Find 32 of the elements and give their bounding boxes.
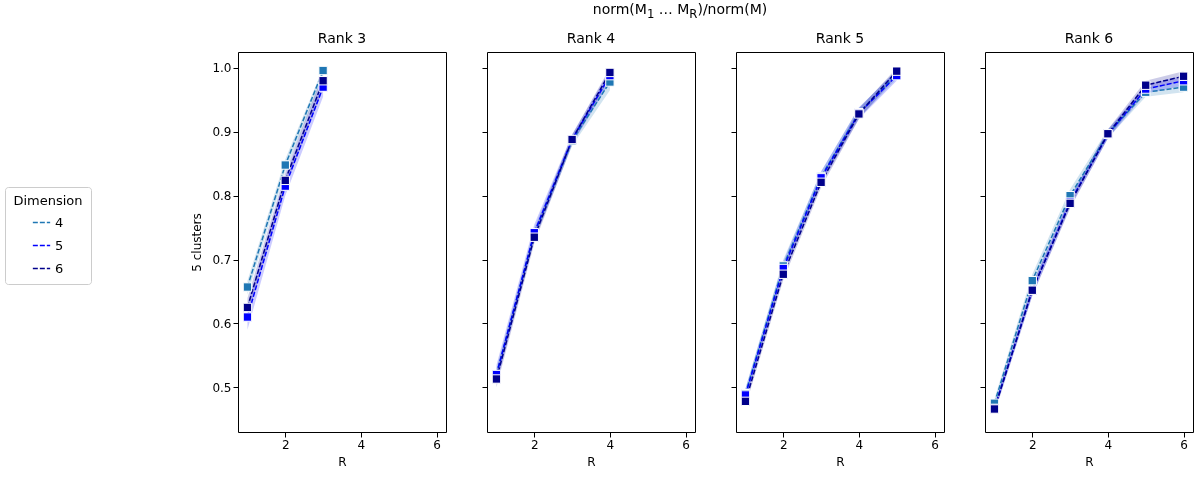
y-axis-title: 5 clusters <box>190 213 205 272</box>
legend-label: 5 <box>55 237 64 253</box>
legend-label: 4 <box>55 214 64 230</box>
x-tick-label: 6 <box>682 437 690 452</box>
legend-title: Dimension <box>13 193 83 208</box>
x-tick-label: 4 <box>606 437 615 452</box>
chart-title: Rank 4 <box>566 30 616 46</box>
chart-title: Rank 3 <box>317 30 367 46</box>
x-tick-label: 6 <box>433 437 441 452</box>
chart-title: Rank 5 <box>815 30 865 46</box>
x-axis-title: R <box>338 454 347 469</box>
x-axis-title: R <box>836 454 845 469</box>
x-axis-title: R <box>587 454 596 469</box>
y-tick-label: 1.0 <box>212 61 232 76</box>
legend-label: 6 <box>55 260 64 276</box>
x-tick-label: 2 <box>281 437 290 452</box>
y-tick-label: 0.6 <box>212 316 232 331</box>
y-tick-label: 0.7 <box>212 253 232 268</box>
x-tick-label: 2 <box>530 437 539 452</box>
x-tick-label: 6 <box>1180 437 1188 452</box>
y-tick-label: 0.9 <box>212 125 232 140</box>
y-tick-label: 0.8 <box>212 189 232 204</box>
x-tick-label: 2 <box>779 437 788 452</box>
x-tick-label: 4 <box>357 437 366 452</box>
x-tick-label: 2 <box>1028 437 1037 452</box>
x-tick-label: 4 <box>855 437 864 452</box>
x-tick-label: 6 <box>931 437 939 452</box>
chart-title: Rank 6 <box>1064 30 1114 46</box>
y-tick-label: 0.5 <box>212 380 232 395</box>
x-tick-label: 4 <box>1104 437 1113 452</box>
text: norm(M$_{1}$ … M$_{R}$)/norm(M) <box>591 0 769 23</box>
x-axis-title: R <box>1085 454 1094 469</box>
